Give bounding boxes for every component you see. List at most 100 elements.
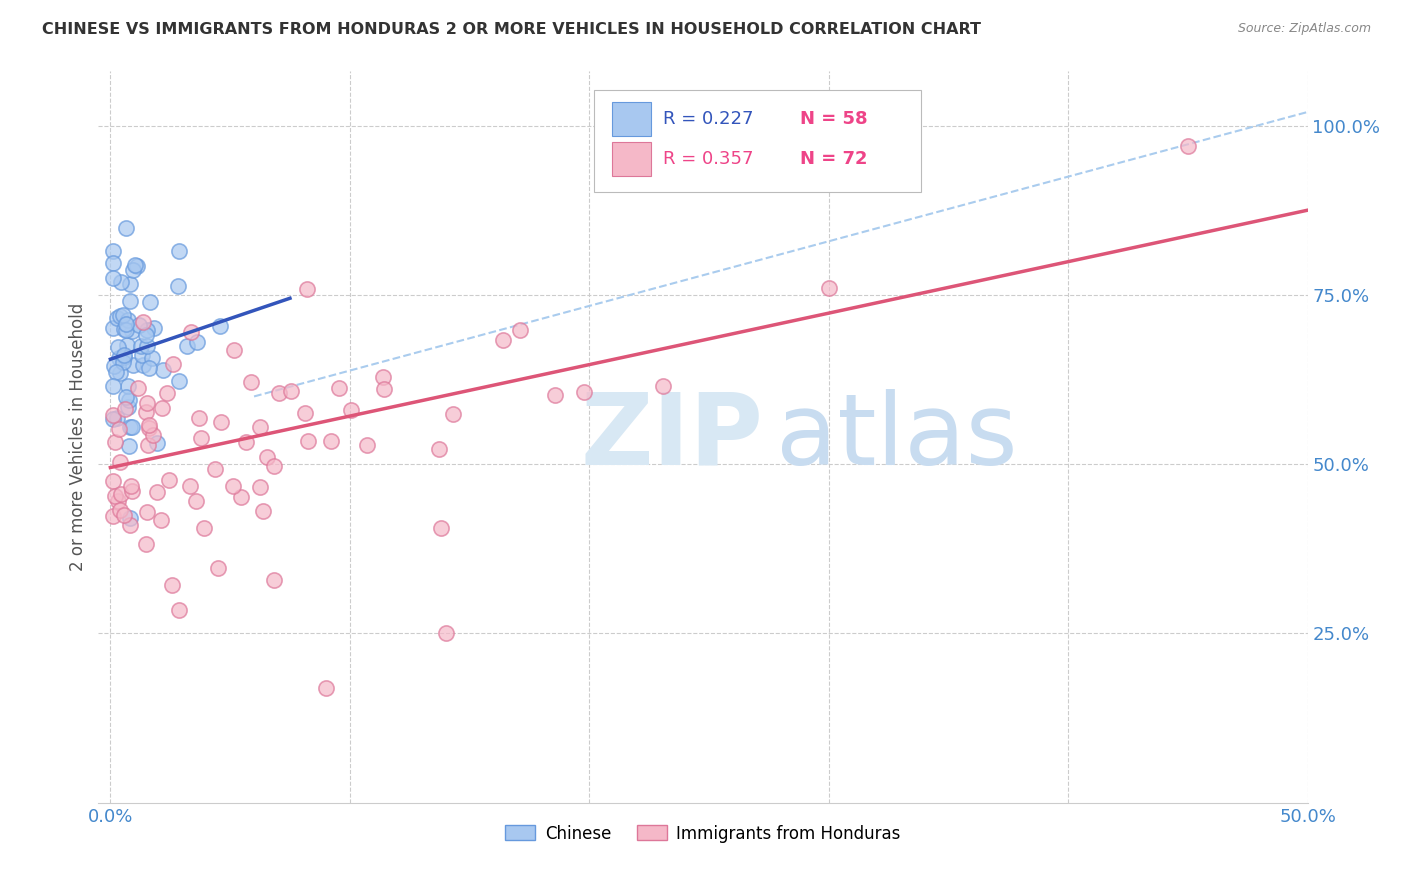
- Point: [115, 337, 138, 351]
- Point: [118, 511, 141, 525]
- Point: [107, 494, 129, 508]
- Point: [186, 494, 208, 508]
- Point: [138, 361, 160, 376]
- Point: [180, 325, 202, 339]
- Point: [441, 407, 464, 421]
- Point: [135, 405, 157, 419]
- Point: [139, 295, 162, 310]
- Point: [136, 438, 159, 452]
- Point: [319, 434, 342, 449]
- Point: [121, 483, 143, 498]
- Point: [117, 379, 139, 393]
- Point: [1177, 139, 1199, 153]
- Point: [295, 282, 318, 296]
- Point: [256, 450, 278, 464]
- Point: [249, 480, 271, 494]
- Point: [117, 439, 139, 453]
- Point: [108, 421, 131, 435]
- Point: [252, 503, 274, 517]
- Point: [108, 351, 131, 365]
- Point: [136, 396, 159, 410]
- Point: [572, 384, 595, 399]
- Point: [188, 411, 211, 425]
- Point: [101, 270, 124, 285]
- Point: [132, 358, 155, 372]
- Point: [114, 221, 136, 235]
- Text: CHINESE VS IMMIGRANTS FROM HONDURAS 2 OR MORE VEHICLES IN HOUSEHOLD CORRELATION : CHINESE VS IMMIGRANTS FROM HONDURAS 2 OR…: [42, 22, 981, 37]
- Point: [373, 382, 395, 396]
- Point: [142, 427, 165, 442]
- Point: [101, 408, 124, 422]
- Point: [101, 508, 124, 523]
- Point: [162, 357, 184, 371]
- Point: [156, 386, 179, 401]
- Point: [138, 418, 160, 433]
- Point: [146, 436, 169, 450]
- Point: [509, 323, 531, 337]
- Point: [110, 487, 132, 501]
- Point: [193, 521, 215, 535]
- Text: atlas: atlas: [776, 389, 1017, 485]
- Point: [101, 412, 124, 426]
- FancyBboxPatch shape: [613, 102, 651, 136]
- Point: [263, 458, 285, 473]
- Point: [101, 474, 124, 488]
- Point: [105, 411, 128, 425]
- Point: [120, 277, 142, 292]
- Point: [793, 112, 815, 126]
- Point: [120, 419, 142, 434]
- Point: [107, 340, 129, 354]
- Point: [179, 479, 201, 493]
- Point: [267, 386, 290, 401]
- Point: [167, 603, 190, 617]
- Point: [121, 324, 143, 338]
- Point: [108, 310, 131, 324]
- Point: [117, 400, 139, 414]
- Point: [263, 574, 285, 588]
- Point: [104, 489, 127, 503]
- Point: [190, 431, 212, 445]
- Point: [651, 379, 673, 393]
- Point: [150, 512, 173, 526]
- FancyBboxPatch shape: [595, 90, 921, 192]
- Point: [110, 455, 132, 469]
- Point: [118, 392, 141, 407]
- Text: ZIP: ZIP: [581, 389, 763, 485]
- Point: [122, 263, 145, 277]
- Point: [112, 508, 135, 523]
- Point: [101, 321, 124, 335]
- Point: [124, 258, 146, 272]
- Point: [297, 434, 319, 448]
- Point: [103, 359, 125, 373]
- Point: [111, 308, 134, 322]
- Point: [129, 339, 152, 353]
- Point: [157, 474, 180, 488]
- Point: [315, 681, 337, 695]
- Legend: Chinese, Immigrants from Honduras: Chinese, Immigrants from Honduras: [499, 818, 907, 849]
- Point: [138, 421, 160, 435]
- Point: [115, 323, 138, 337]
- Point: [104, 435, 127, 450]
- Point: [121, 419, 143, 434]
- Point: [209, 415, 232, 429]
- Point: [114, 402, 136, 417]
- Point: [176, 339, 198, 353]
- Point: [544, 387, 567, 401]
- Point: [132, 314, 155, 328]
- Point: [231, 490, 253, 504]
- Point: [120, 479, 142, 493]
- Point: [280, 384, 302, 398]
- Point: [146, 485, 169, 500]
- Point: [356, 438, 378, 452]
- Point: [114, 317, 136, 331]
- Point: [112, 355, 135, 369]
- Text: N = 58: N = 58: [800, 110, 868, 128]
- Text: Source: ZipAtlas.com: Source: ZipAtlas.com: [1237, 22, 1371, 36]
- Point: [136, 505, 159, 519]
- Point: [135, 537, 157, 551]
- Point: [240, 375, 263, 389]
- Point: [491, 333, 513, 347]
- Point: [105, 365, 128, 379]
- Point: [209, 318, 232, 333]
- Point: [127, 381, 149, 395]
